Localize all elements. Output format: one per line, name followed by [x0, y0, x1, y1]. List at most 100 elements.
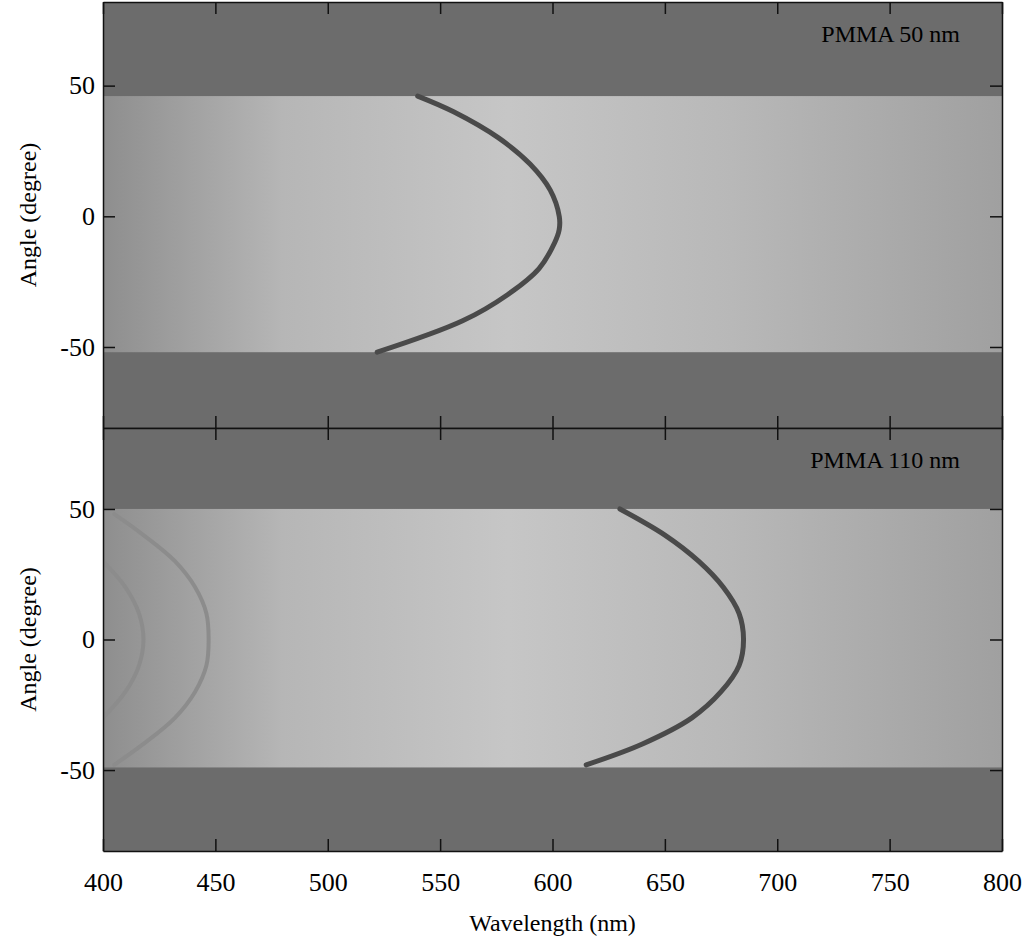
- tick: 700: [758, 839, 797, 897]
- axis: [990, 3, 1003, 429]
- tick-mark: [990, 216, 1002, 218]
- chart-root: -50050PMMA 50 nmAngle (degree)4004505005…: [0, 0, 1034, 944]
- tick-mark: [777, 2, 779, 14]
- axis: 400450500550600650700750800: [84, 839, 1022, 897]
- tick-mark: [440, 416, 442, 428]
- tick: 750: [871, 839, 910, 897]
- tick: [553, 2, 554, 14]
- tick: [215, 428, 216, 440]
- tick: 50: [69, 495, 115, 524]
- tick: [440, 2, 441, 14]
- tick: [990, 640, 1002, 641]
- tick-mark: [552, 416, 554, 428]
- tick-label: 500: [309, 868, 348, 897]
- tick: [440, 428, 441, 440]
- tick-mark: [990, 347, 1002, 349]
- tick-mark: [665, 839, 667, 851]
- tick: [215, 2, 216, 14]
- tick-label: 650: [646, 868, 685, 897]
- tick-mark: [328, 839, 330, 851]
- illuminated-band: [103, 96, 1002, 352]
- tick-mark: [777, 428, 779, 440]
- tick-label: 0: [82, 625, 95, 654]
- tick-label: 750: [871, 868, 910, 897]
- tick: [890, 428, 891, 440]
- tick-mark: [552, 839, 554, 851]
- tick-mark: [103, 216, 115, 218]
- tick-mark: [777, 416, 779, 428]
- axis: -50050: [60, 429, 115, 852]
- tick-mark: [777, 839, 779, 851]
- tick-mark: [889, 428, 891, 440]
- tick-label: -50: [60, 333, 95, 362]
- tick: 450: [196, 839, 235, 897]
- dispersion-curve: [103, 561, 143, 718]
- tick-mark: [665, 2, 667, 14]
- tick-mark: [328, 2, 330, 14]
- tick: [328, 2, 329, 14]
- tick-mark: [103, 347, 115, 349]
- tick-mark: [440, 839, 442, 851]
- axis: [104, 428, 1003, 440]
- tick-mark: [215, 839, 217, 851]
- tick-mark: [889, 2, 891, 14]
- tick: [665, 428, 666, 440]
- axis-line: [1002, 3, 1004, 429]
- tick: 0: [82, 625, 115, 654]
- tick-mark: [328, 416, 330, 428]
- tick: 600: [534, 839, 573, 897]
- dispersion-curve: [586, 509, 743, 765]
- tick-mark: [990, 85, 1002, 87]
- panel-annotation: PMMA 110 nm: [810, 447, 960, 473]
- background: [103, 428, 1002, 851]
- x-axis-title: Wavelength (nm): [469, 910, 636, 936]
- tick: [990, 509, 1002, 510]
- axis-line: [103, 3, 105, 429]
- tick-mark: [215, 428, 217, 440]
- tick-label: 600: [534, 868, 573, 897]
- tick-mark: [440, 428, 442, 440]
- tick-mark: [990, 639, 1002, 641]
- tick-label: 0: [82, 202, 95, 231]
- tick: [328, 416, 329, 428]
- tick-mark: [215, 416, 217, 428]
- tick-label: 550: [421, 868, 460, 897]
- tick-mark: [103, 85, 115, 87]
- tick-mark: [990, 770, 1002, 772]
- tick: [665, 2, 666, 14]
- tick: [890, 416, 891, 428]
- tick: [990, 347, 1002, 348]
- tick-mark: [889, 416, 891, 428]
- tick-label: 450: [196, 868, 235, 897]
- tick: [553, 428, 554, 440]
- plot-area: [103, 428, 1002, 851]
- tick-mark: [990, 509, 1002, 511]
- y-axis-title: Angle (degree): [15, 567, 41, 712]
- tick: 550: [421, 839, 460, 897]
- tick: [553, 416, 554, 428]
- tick: [777, 416, 778, 428]
- tick: 500: [309, 839, 348, 897]
- tick: [990, 216, 1002, 217]
- tick: -50: [60, 333, 115, 362]
- axis: [104, 416, 1003, 429]
- background: [103, 2, 1002, 428]
- tick-mark: [440, 2, 442, 14]
- tick-mark: [665, 416, 667, 428]
- illuminated-band: [103, 509, 1002, 768]
- tick: [777, 2, 778, 14]
- tick-mark: [665, 428, 667, 440]
- tick-label: 50: [69, 71, 95, 100]
- tick-label: 700: [758, 868, 797, 897]
- tick: [440, 416, 441, 428]
- tick: 650: [646, 839, 685, 897]
- tick: 50: [69, 71, 115, 100]
- tick: [215, 416, 216, 428]
- panel-annotation: PMMA 50 nm: [821, 21, 960, 47]
- plot-area: [103, 2, 1002, 428]
- axis: -50 0 50: [60, 3, 115, 429]
- y-axis-title: Angle (degree): [15, 143, 41, 288]
- tick-label: 50: [69, 495, 95, 524]
- tick: 0: [82, 202, 115, 231]
- tick-mark: [552, 2, 554, 14]
